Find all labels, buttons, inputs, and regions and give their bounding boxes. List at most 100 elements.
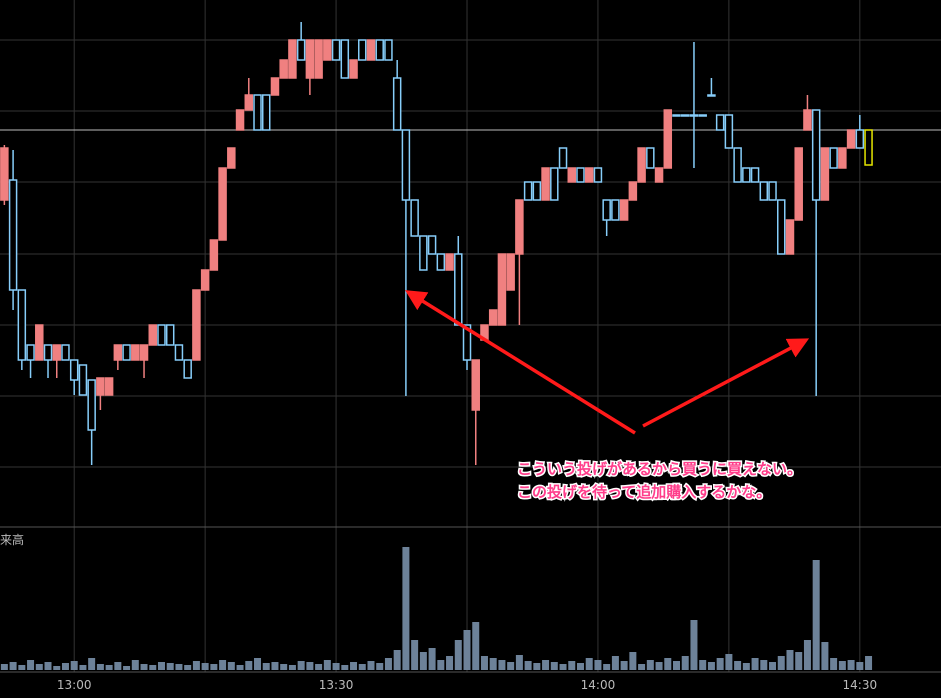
- volume-bar: [742, 663, 750, 670]
- candle-body: [454, 253, 463, 326]
- volume-bar: [315, 664, 323, 670]
- candle-body: [261, 94, 271, 131]
- candle-body: [427, 235, 437, 255]
- volume-bar: [219, 660, 227, 670]
- candle-body: [628, 181, 638, 201]
- x-tick-label: 14:00: [581, 678, 616, 692]
- volume-bar: [157, 662, 165, 670]
- candle-body: [35, 324, 44, 361]
- volume-bar: [9, 662, 17, 670]
- volume-bar: [227, 662, 235, 670]
- volume-bar: [865, 656, 873, 670]
- candle-body: [811, 109, 821, 201]
- candle-body: [288, 39, 297, 79]
- candle-body: [864, 129, 873, 166]
- volume-bar: [53, 666, 61, 670]
- candle-body: [593, 167, 603, 183]
- candle-body: [305, 39, 315, 79]
- candle-body: [829, 147, 838, 169]
- volume-bar: [384, 658, 392, 670]
- volume-bar: [611, 656, 619, 670]
- volume-bar: [690, 620, 698, 670]
- candle-body: [296, 39, 306, 61]
- volume-label: 来高: [0, 532, 24, 547]
- volume-bar: [254, 658, 262, 670]
- arrow: [405, 290, 636, 435]
- volume-bar: [585, 658, 593, 670]
- candle-body: [550, 167, 559, 201]
- volume-bar: [271, 662, 279, 670]
- candle-body: [410, 199, 419, 237]
- candle-body: [52, 344, 61, 361]
- annotation: こういう投げがあるから買うに買えない。: [517, 460, 802, 478]
- volume-bar: [446, 656, 454, 670]
- candle-body: [515, 199, 524, 255]
- volume-bar: [830, 658, 838, 670]
- candle-body: [157, 324, 166, 346]
- candle-body: [698, 114, 707, 117]
- volume-bar: [838, 661, 846, 670]
- volume-bar: [114, 662, 122, 670]
- candle-body: [131, 344, 140, 361]
- candle-body: [680, 114, 690, 117]
- candle-body: [584, 167, 594, 183]
- candle-body: [637, 147, 646, 183]
- candle-body: [602, 199, 611, 221]
- candle-body: [87, 379, 96, 431]
- candle-body: [820, 147, 830, 201]
- candle-body: [375, 39, 384, 61]
- candle-body: [488, 309, 498, 326]
- volume-bar: [184, 665, 192, 670]
- candle-body: [331, 39, 341, 61]
- volume-bar: [350, 662, 358, 670]
- volume-bar: [638, 664, 646, 670]
- annotation: この投げを待って追加購入するかな。: [517, 483, 771, 501]
- candle-body: [392, 77, 402, 131]
- candle-body: [794, 147, 803, 221]
- candle-body: [314, 39, 323, 79]
- candle-body: [558, 147, 568, 169]
- volume-bar: [812, 560, 820, 670]
- candle-body: [26, 344, 35, 361]
- volume-bar: [542, 660, 550, 670]
- candle-body: [733, 147, 742, 183]
- volume-bar: [646, 660, 654, 670]
- candle-body: [724, 114, 734, 149]
- candle-body: [17, 289, 27, 361]
- volume-bar: [594, 660, 602, 670]
- volume-bar: [236, 665, 244, 670]
- candle-body: [803, 109, 812, 131]
- volume-bar: [149, 665, 157, 670]
- candle-body: [349, 59, 358, 79]
- volume-bar: [760, 660, 768, 670]
- x-tick-label: 14:30: [843, 678, 878, 692]
- candle-body: [253, 94, 262, 131]
- candle-body: [759, 181, 769, 201]
- volume-bar: [603, 664, 611, 670]
- volume-bar: [402, 547, 410, 670]
- candle-body: [576, 167, 585, 183]
- candle-body: [244, 94, 254, 111]
- volume-bar: [620, 661, 628, 670]
- candle-body: [855, 129, 865, 149]
- volume-bar: [751, 658, 759, 670]
- candle-body: [384, 39, 393, 61]
- volume-bar: [367, 661, 375, 670]
- candle-body: [523, 181, 533, 201]
- volume-bar: [96, 664, 104, 670]
- volume-bar: [550, 662, 558, 670]
- volume-bar: [533, 663, 541, 670]
- candle-body: [768, 181, 777, 201]
- volume-bar: [734, 661, 742, 670]
- candle-body: [340, 39, 350, 79]
- volume-bar: [123, 666, 131, 670]
- candle-body: [715, 114, 725, 131]
- candle-body: [165, 324, 175, 346]
- candle-body: [227, 147, 236, 169]
- volume-bar: [681, 656, 689, 670]
- candle-body: [750, 167, 760, 183]
- candle-body: [113, 344, 123, 361]
- volume-bar: [725, 654, 733, 670]
- candle-body: [235, 109, 245, 131]
- volume-bar: [0, 664, 8, 670]
